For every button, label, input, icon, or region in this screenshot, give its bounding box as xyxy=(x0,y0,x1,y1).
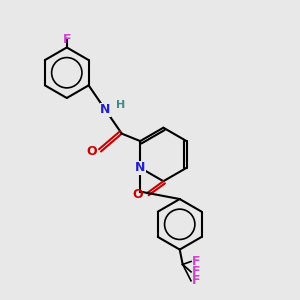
Text: F: F xyxy=(192,274,200,287)
Text: H: H xyxy=(116,100,125,110)
Text: N: N xyxy=(100,103,111,116)
Text: O: O xyxy=(133,188,143,201)
Text: F: F xyxy=(192,266,200,278)
Text: F: F xyxy=(192,255,200,268)
Text: F: F xyxy=(62,33,71,46)
Text: N: N xyxy=(135,161,146,174)
Text: O: O xyxy=(87,145,98,158)
